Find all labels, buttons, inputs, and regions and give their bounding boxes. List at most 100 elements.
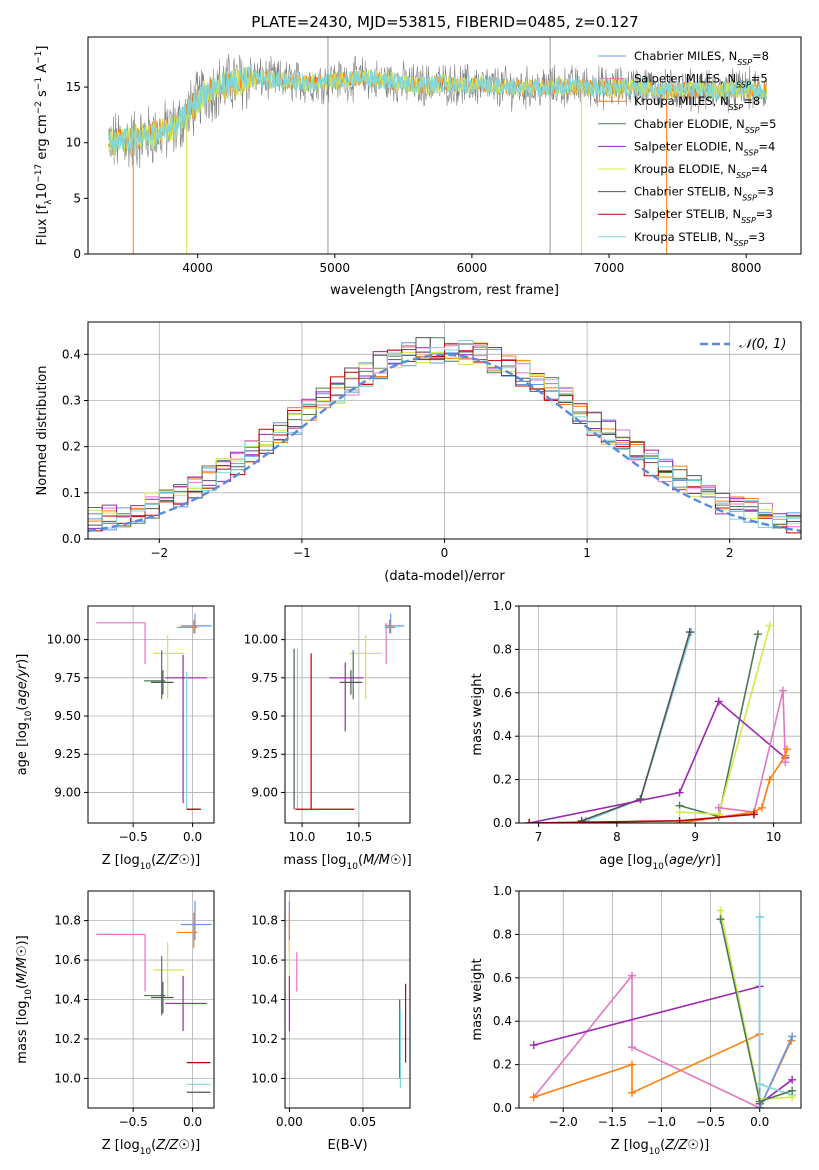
axes-frame: [87, 890, 215, 1109]
series-line: [529, 971, 764, 1108]
model-spectrum-kroupa-elodie: [108, 66, 768, 158]
x-tick-label: 10.5: [346, 830, 373, 844]
label-part: )]: [15, 935, 30, 945]
x-tick-label: −0.5: [119, 1115, 148, 1129]
axes-frame: [87, 321, 802, 540]
y-tick-label: 0.1: [62, 486, 81, 500]
series-line: [581, 628, 696, 823]
label-part: log: [120, 853, 140, 868]
series-point: [755, 1097, 764, 1106]
errorbar-point: [339, 670, 363, 695]
label-part: (: [151, 1138, 156, 1153]
label-part: A: [35, 64, 50, 77]
label-part: Z [: [102, 1138, 120, 1153]
x-axis-label: E(B-V): [327, 1138, 367, 1153]
axes-frame: [518, 890, 802, 1109]
series-point: [525, 819, 534, 823]
label-part: Z [: [102, 853, 120, 868]
series-path: [719, 910, 793, 1101]
y-tick-label: 0.6: [493, 686, 512, 700]
y-tick-label: 0.2: [493, 1058, 512, 1072]
errorbar-point: [96, 622, 146, 665]
weight-series: [529, 906, 797, 1108]
y-tick-label: 10.0: [251, 1071, 278, 1085]
y-axis-label: mass weight: [470, 673, 485, 755]
y-tick-label: 0.8: [493, 642, 512, 656]
label-subscript: λ: [44, 199, 54, 205]
errorbars: [293, 613, 405, 810]
series-line: [525, 697, 790, 823]
series-point: [716, 906, 725, 915]
x-tick-label: −0.5: [119, 830, 148, 844]
legend-subscript: SSP: [736, 80, 751, 89]
legend-subscript: SSP: [744, 148, 759, 157]
x-tick-label: −2: [150, 546, 168, 560]
series-point: [675, 808, 684, 817]
y-axis-label: mass weight: [470, 958, 485, 1040]
x-axis-label: (data-model)/error: [384, 569, 505, 584]
label-part: s: [35, 90, 50, 101]
errorbar-point: [295, 653, 355, 810]
figure-title: PLATE=2430, MJD=53815, FIBERID=0485, z=0…: [251, 13, 638, 31]
series-path: [585, 631, 693, 822]
y-tick-label: 0.3: [62, 393, 81, 407]
y-tick-label: 10.4: [54, 993, 81, 1007]
errorbar-point: [96, 933, 146, 992]
x-axis-label: age [log10(age/yr)]: [599, 853, 721, 872]
legend-subscript: SSP: [737, 58, 752, 67]
y-tick-label: 1.0: [493, 599, 512, 613]
label-math: M/M☉: [15, 945, 30, 983]
label-part: erg cm: [35, 114, 50, 163]
label-math: M/M☉: [363, 853, 401, 868]
errorbar-point: [165, 975, 207, 1032]
x-tick-label: 4000: [182, 261, 213, 275]
label-subscript: 10: [24, 989, 34, 1001]
series-point: [714, 803, 723, 812]
errorbar-point: [349, 635, 382, 700]
series-line: [577, 628, 694, 823]
series-path: [718, 690, 787, 813]
x-tick-label: 0.0: [750, 1115, 769, 1129]
label-part: log: [629, 1138, 649, 1153]
label-part: 10: [35, 183, 50, 200]
x-tick-label: 7000: [594, 261, 625, 275]
y-tick-label: 0.2: [62, 440, 81, 454]
legend-count: =3: [757, 185, 774, 199]
series-path: [719, 919, 793, 1103]
label-subscript: 10: [140, 1147, 152, 1157]
series-point: [788, 1075, 797, 1084]
label-part: ]: [35, 46, 50, 51]
y-tick-label: 0.0: [493, 1101, 512, 1115]
series-line: [581, 628, 696, 823]
series-path: [533, 985, 793, 1106]
y-tick-label: 10.2: [54, 1032, 81, 1046]
x-tick-label: 2: [726, 546, 734, 560]
series-line: [529, 1030, 796, 1108]
errorbar-point: [180, 613, 212, 634]
gaussian-curve: [88, 353, 801, 533]
label-part: )]: [190, 1138, 200, 1153]
legend-model: Kroupa ELODIE, N: [634, 162, 736, 176]
label-part: )]: [190, 853, 200, 868]
spectrum-lines: [108, 37, 768, 254]
y-tick-label: 10.00: [47, 633, 81, 647]
legend-subscript: SSP: [741, 216, 756, 225]
legend-label: Salpeter STELIB, NSSP=3: [634, 207, 773, 225]
series-point: [675, 816, 684, 823]
legend-subscript: SSP: [745, 125, 760, 134]
x-tick-label: 10.0: [289, 830, 316, 844]
y-axis-label: mass [log10(M/M☉)]: [15, 935, 34, 1063]
label-math: age/yr: [15, 662, 30, 705]
label-math: Z/Z☉: [155, 1138, 190, 1153]
x-tick-label: 1: [583, 546, 591, 560]
errorbar-point: [143, 956, 166, 1016]
errorbar-point: [153, 635, 185, 700]
label-part: )]: [711, 853, 721, 868]
x-tick-label: −0.5: [696, 1115, 725, 1129]
errorbar-point: [296, 648, 305, 810]
legend-subscript: SSP: [734, 238, 749, 247]
legend-label: Kroupa MILES, NSSP=8: [634, 94, 760, 112]
legend-label: 𝒩(0, 1): [739, 337, 786, 352]
x-tick-label: −1.5: [598, 1115, 627, 1129]
